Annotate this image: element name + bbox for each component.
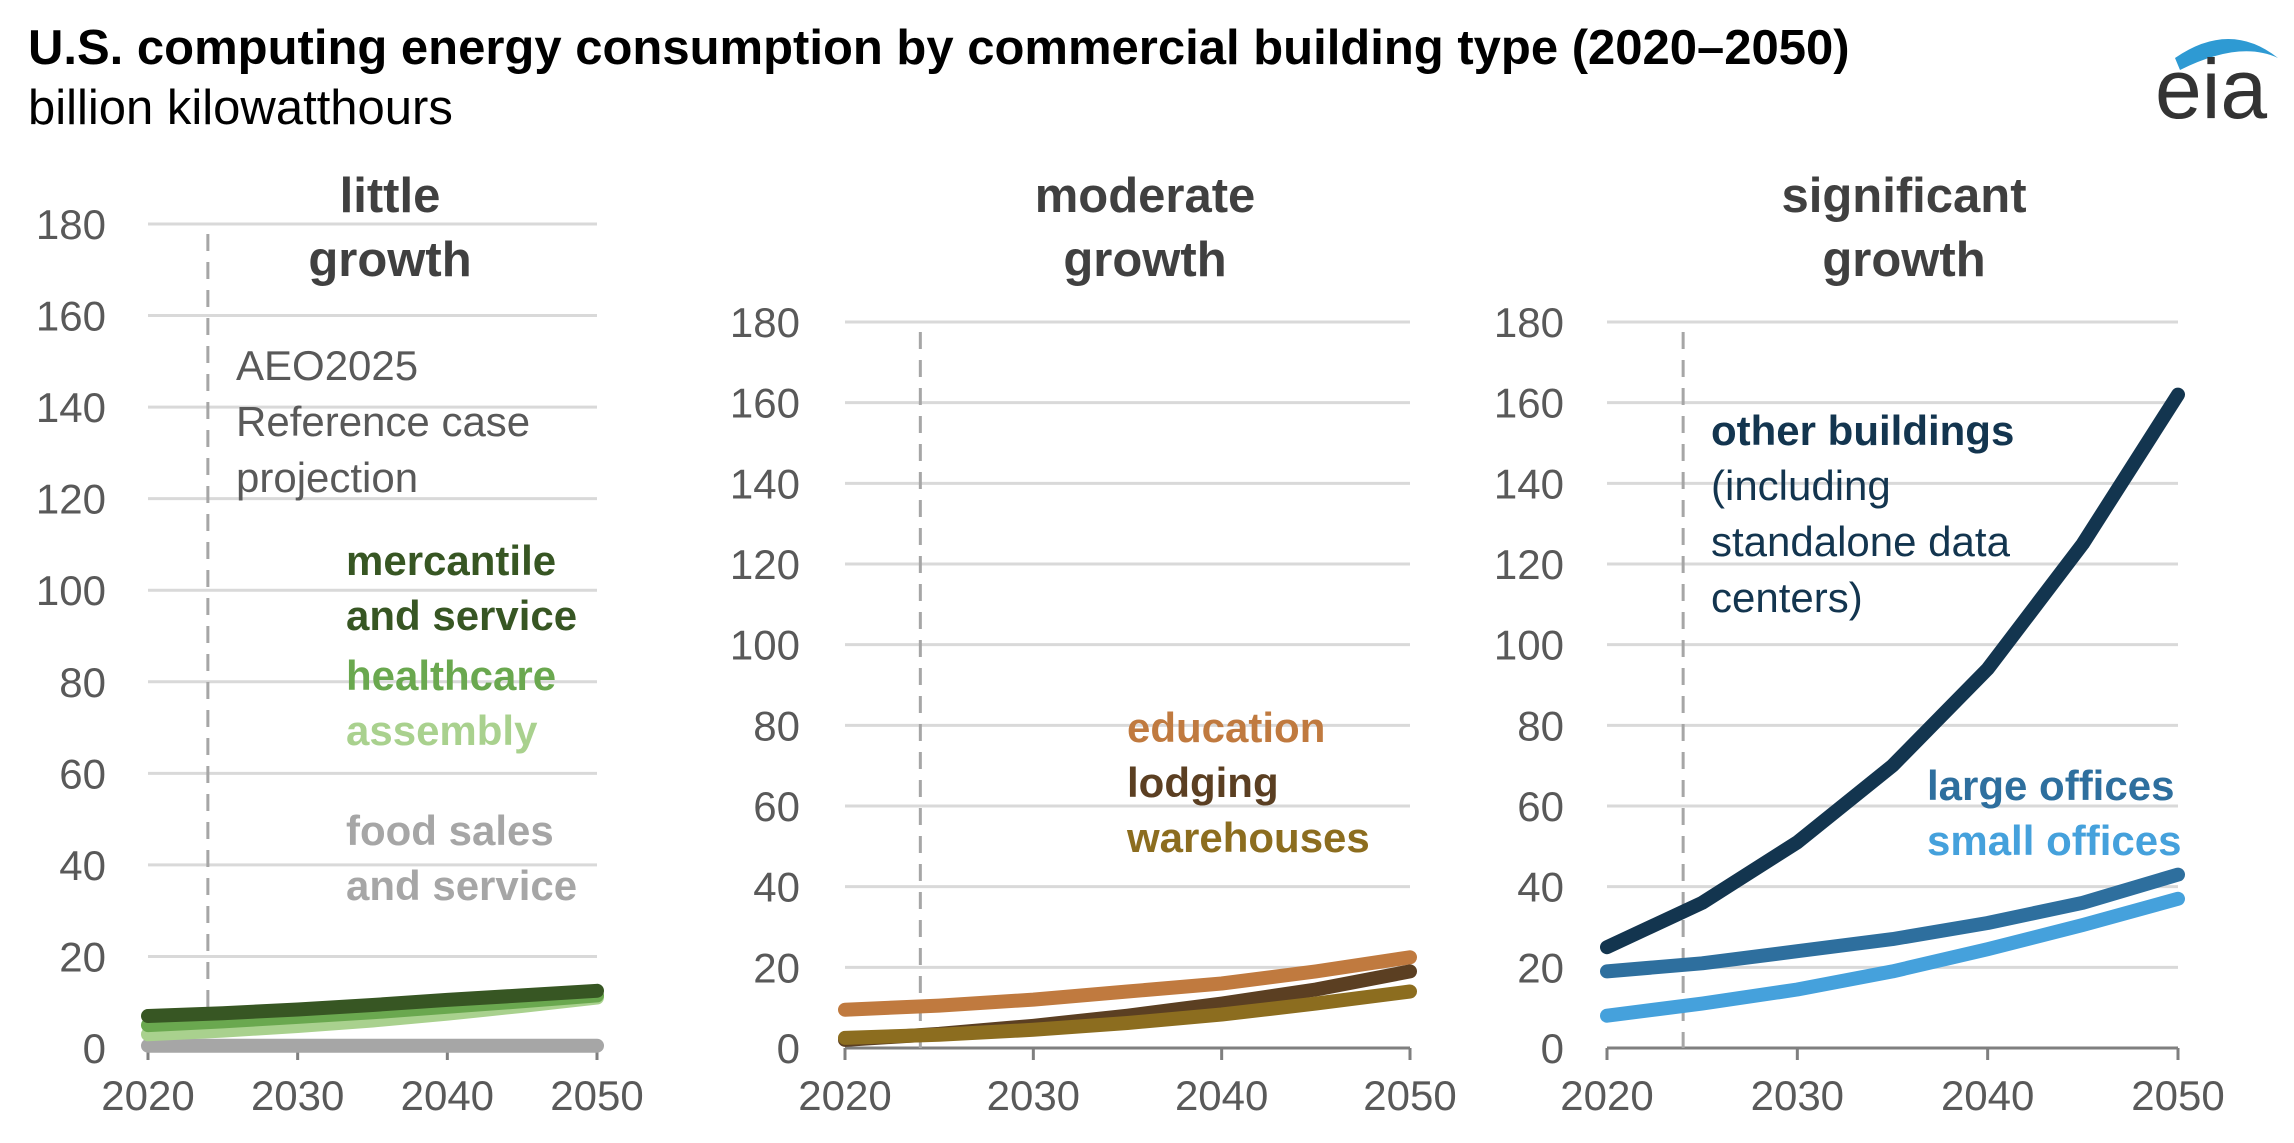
x-tick-label: 2030: [1751, 1072, 1844, 1119]
panel-title-line: growth: [1063, 233, 1226, 287]
panel-title: little growth: [308, 169, 471, 287]
series-sublabel: centers): [1711, 574, 1863, 621]
series-label: assembly: [346, 707, 538, 754]
y-tick-label: 20: [59, 933, 106, 980]
series-label: small offices: [1927, 817, 2181, 864]
x-tick-label: 2040: [401, 1072, 494, 1119]
series-label: education: [1127, 704, 1325, 751]
series-sublabel: standalone data: [1711, 518, 2011, 565]
y-tick-label: 60: [753, 783, 800, 830]
series-label: large offices: [1927, 762, 2174, 809]
y-tick-label: 40: [59, 842, 106, 889]
series-label: and service: [346, 862, 577, 909]
y-tick-label: 40: [753, 864, 800, 911]
series-label: other buildings: [1711, 407, 2014, 454]
chart-subtitle: billion kilowatthours: [28, 81, 453, 135]
panel-title-line: moderate: [1035, 169, 1256, 223]
x-tick-label: 2050: [2131, 1072, 2224, 1119]
panel-title-line: growth: [1822, 233, 1985, 287]
series-sublabel: (including: [1711, 462, 1891, 509]
y-tick-label: 0: [1541, 1025, 1564, 1072]
series-label: mercantile: [346, 537, 556, 584]
y-tick-label: 180: [36, 201, 106, 248]
y-tick-label: 0: [83, 1025, 106, 1072]
panel-2: moderate growth02040608010012014016018020…: [730, 169, 1457, 1119]
series-line-large: [1600, 867, 2185, 979]
y-tick-label: 160: [36, 293, 106, 340]
series-label: and service: [346, 592, 577, 639]
series-line-education: [838, 950, 1417, 1017]
y-tick-label: 140: [730, 460, 800, 507]
chart-title: U.S. computing energy consumption by com…: [28, 21, 1850, 75]
panel-title: significant growth: [1781, 169, 2026, 287]
x-tick-label: 2020: [101, 1072, 194, 1119]
series-line-other: [1600, 387, 2185, 955]
projection-annotation: Reference case: [236, 398, 530, 445]
series-label: healthcare: [346, 652, 556, 699]
panel-title-line: little: [340, 169, 441, 223]
y-tick-label: 60: [59, 750, 106, 797]
y-tick-label: 20: [1517, 944, 1564, 991]
x-tick-label: 2030: [987, 1072, 1080, 1119]
series-label: warehouses: [1126, 814, 1370, 861]
eia-logo-swoosh: [2175, 39, 2278, 70]
y-tick-label: 40: [1517, 864, 1564, 911]
series-line-warehouses: [838, 984, 1417, 1045]
panel-1: little growth0204060801001201401601802020…: [36, 169, 644, 1119]
x-tick-label: 2050: [1363, 1072, 1456, 1119]
panels: little growth0204060801001201401601802020…: [36, 169, 2225, 1119]
panel-3: significant growth02040608010012014016018…: [1494, 169, 2225, 1119]
y-tick-label: 80: [1517, 702, 1564, 749]
y-tick-label: 120: [730, 541, 800, 588]
x-tick-label: 2020: [1560, 1072, 1653, 1119]
y-tick-label: 120: [36, 476, 106, 523]
projection-annotation: projection: [236, 454, 418, 501]
y-tick-label: 60: [1517, 783, 1564, 830]
y-tick-label: 180: [730, 299, 800, 346]
x-tick-label: 2040: [1941, 1072, 2034, 1119]
y-tick-label: 0: [777, 1025, 800, 1072]
y-tick-label: 80: [753, 702, 800, 749]
eia-logo-text: eia: [2155, 42, 2267, 136]
y-tick-label: 140: [1494, 460, 1564, 507]
y-tick-label: 160: [730, 380, 800, 427]
series-label: food sales: [346, 807, 554, 854]
x-tick-label: 2050: [550, 1072, 643, 1119]
y-tick-label: 140: [36, 384, 106, 431]
y-tick-label: 160: [1494, 380, 1564, 427]
series-line-small: [1600, 891, 2185, 1023]
series-label: lodging: [1127, 759, 1279, 806]
panel-title-line: significant: [1781, 169, 2026, 223]
y-tick-label: 120: [1494, 541, 1564, 588]
panel-title-line: growth: [308, 233, 471, 287]
series-line-mercantile: [141, 983, 604, 1023]
y-tick-label: 180: [1494, 299, 1564, 346]
projection-annotation: AEO2025: [236, 342, 418, 389]
y-tick-label: 100: [36, 567, 106, 614]
panel-title: moderate growth: [1035, 169, 1256, 287]
x-tick-label: 2040: [1175, 1072, 1268, 1119]
y-tick-label: 20: [753, 944, 800, 991]
eia-logo: eia: [2155, 39, 2278, 136]
y-tick-label: 80: [59, 659, 106, 706]
x-tick-label: 2030: [251, 1072, 344, 1119]
x-tick-label: 2020: [798, 1072, 891, 1119]
y-tick-label: 100: [730, 622, 800, 669]
y-tick-label: 100: [1494, 622, 1564, 669]
